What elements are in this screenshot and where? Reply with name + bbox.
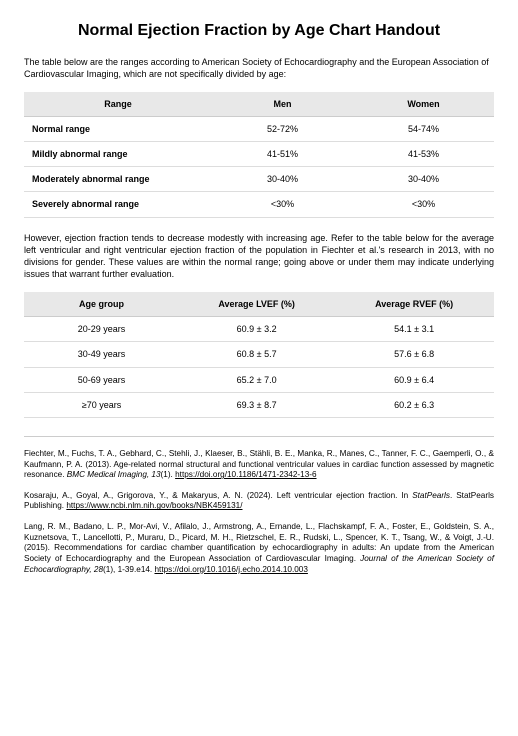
reference: Kosaraju, A., Goyal, A., Grigorova, Y., … bbox=[24, 491, 494, 512]
cell: 50-69 years bbox=[24, 367, 179, 392]
cell: <30% bbox=[212, 192, 353, 217]
cell: <30% bbox=[353, 192, 494, 217]
table-header-row: Range Men Women bbox=[24, 92, 494, 117]
cell: 54.1 ± 3.1 bbox=[334, 317, 494, 342]
intro-paragraph: The table below are the ranges according… bbox=[24, 56, 494, 80]
table-row: Severely abnormal range <30% <30% bbox=[24, 192, 494, 217]
reference: Lang, R. M., Badano, L. P., Mor-Avi, V.,… bbox=[24, 522, 494, 575]
cell: Normal range bbox=[24, 117, 212, 142]
table-row: ≥70 years 69.3 ± 8.7 60.2 ± 6.3 bbox=[24, 392, 494, 417]
table-row: 20-29 years 60.9 ± 3.2 54.1 ± 3.1 bbox=[24, 317, 494, 342]
ref-text: (1), 1-39.e14. bbox=[103, 565, 154, 574]
page-title: Normal Ejection Fraction by Age Chart Ha… bbox=[24, 20, 494, 42]
col-women: Women bbox=[353, 92, 494, 117]
ref-text: Kosaraju, A., Goyal, A., Grigorova, Y., … bbox=[24, 491, 412, 500]
cell: 60.9 ± 3.2 bbox=[179, 317, 334, 342]
cell: 54-74% bbox=[353, 117, 494, 142]
cell: Mildly abnormal range bbox=[24, 142, 212, 167]
cell: Severely abnormal range bbox=[24, 192, 212, 217]
ref-link[interactable]: https://www.ncbi.nlm.nih.gov/books/NBK45… bbox=[66, 501, 242, 510]
middle-paragraph: However, ejection fraction tends to decr… bbox=[24, 232, 494, 281]
cell: ≥70 years bbox=[24, 392, 179, 417]
cell: Moderately abnormal range bbox=[24, 167, 212, 192]
cell: 41-53% bbox=[353, 142, 494, 167]
col-age: Age group bbox=[24, 292, 179, 317]
cell: 52-72% bbox=[212, 117, 353, 142]
cell: 65.2 ± 7.0 bbox=[179, 367, 334, 392]
cell: 57.6 ± 6.8 bbox=[334, 342, 494, 367]
table-header-row: Age group Average LVEF (%) Average RVEF … bbox=[24, 292, 494, 317]
col-men: Men bbox=[212, 92, 353, 117]
cell: 60.2 ± 6.3 bbox=[334, 392, 494, 417]
divider bbox=[24, 436, 494, 437]
ranges-table: Range Men Women Normal range 52-72% 54-7… bbox=[24, 92, 494, 218]
cell: 69.3 ± 8.7 bbox=[179, 392, 334, 417]
col-range: Range bbox=[24, 92, 212, 117]
table-row: 30-49 years 60.8 ± 5.7 57.6 ± 6.8 bbox=[24, 342, 494, 367]
table-row: Mildly abnormal range 41-51% 41-53% bbox=[24, 142, 494, 167]
ref-link[interactable]: https://doi.org/10.1186/1471-2342-13-6 bbox=[175, 470, 316, 479]
cell: 20-29 years bbox=[24, 317, 179, 342]
col-lvef: Average LVEF (%) bbox=[179, 292, 334, 317]
cell: 60.8 ± 5.7 bbox=[179, 342, 334, 367]
table-row: Normal range 52-72% 54-74% bbox=[24, 117, 494, 142]
table-row: 50-69 years 65.2 ± 7.0 60.9 ± 6.4 bbox=[24, 367, 494, 392]
cell: 30-49 years bbox=[24, 342, 179, 367]
reference: Fiechter, M., Fuchs, T. A., Gebhard, C.,… bbox=[24, 449, 494, 481]
cell: 30-40% bbox=[212, 167, 353, 192]
cell: 60.9 ± 6.4 bbox=[334, 367, 494, 392]
ref-text: (1). bbox=[161, 470, 176, 479]
ref-link[interactable]: https://doi.org/10.1016/j.echo.2014.10.0… bbox=[154, 565, 307, 574]
col-rvef: Average RVEF (%) bbox=[334, 292, 494, 317]
cell: 41-51% bbox=[212, 142, 353, 167]
ref-italic: StatPearls bbox=[412, 491, 450, 500]
table-row: Moderately abnormal range 30-40% 30-40% bbox=[24, 167, 494, 192]
age-table: Age group Average LVEF (%) Average RVEF … bbox=[24, 292, 494, 418]
ref-italic: BMC Medical Imaging, 13 bbox=[67, 470, 161, 479]
cell: 30-40% bbox=[353, 167, 494, 192]
